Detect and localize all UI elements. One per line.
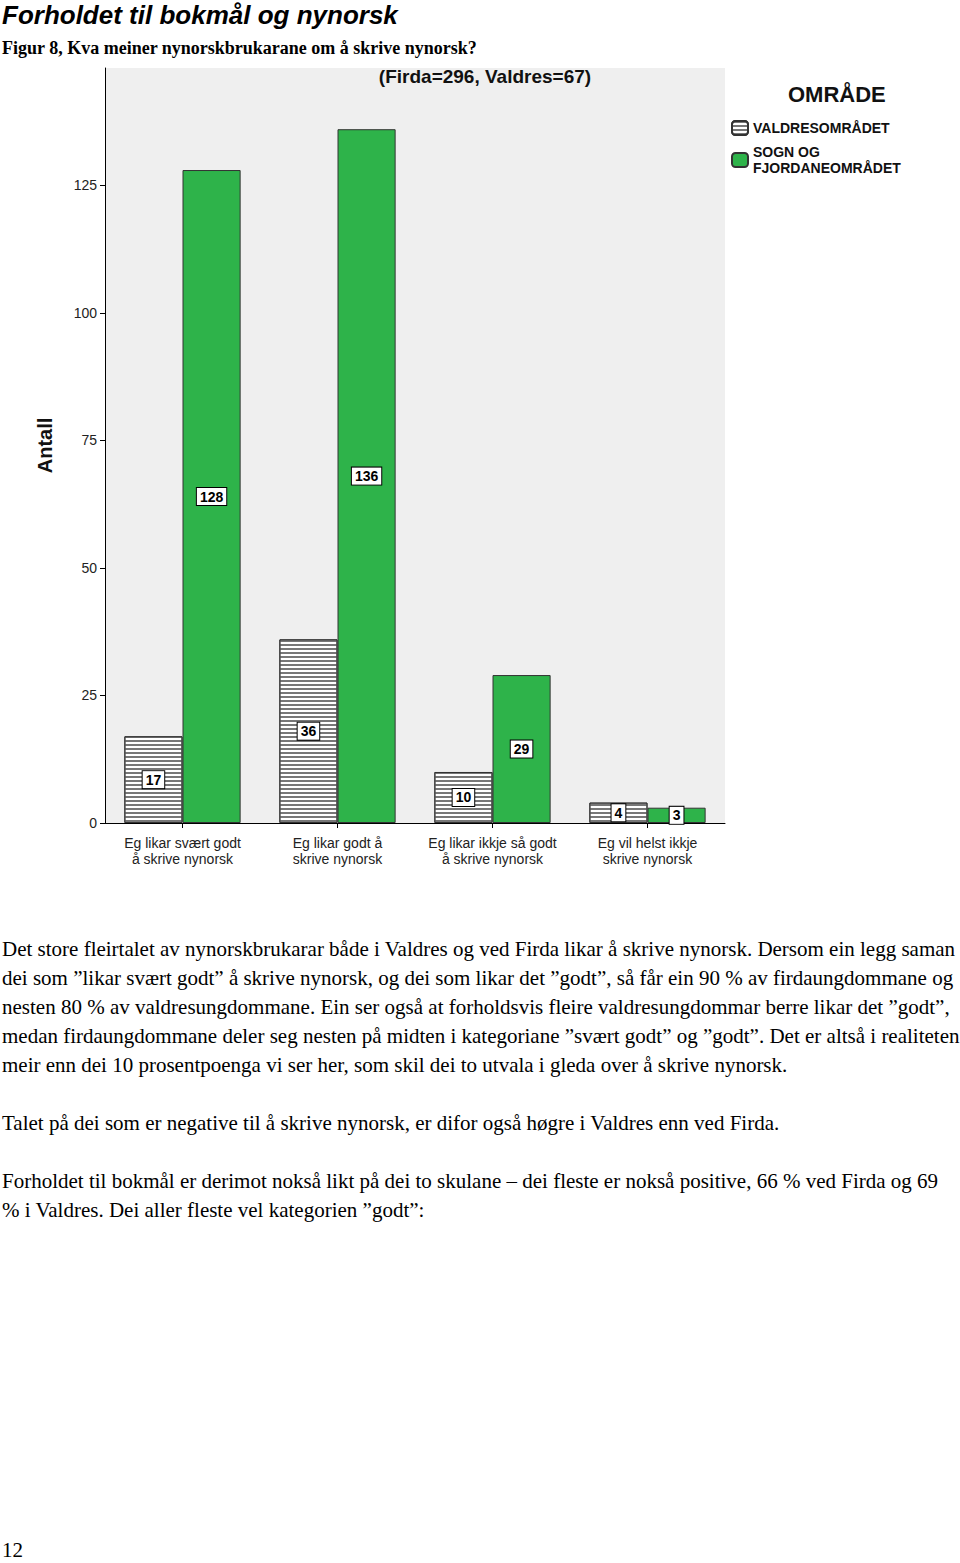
html-text:12: 12 — [2, 1538, 23, 1562]
svg-text:29: 29 — [514, 741, 530, 757]
svg-text:4: 4 — [615, 805, 623, 821]
html-text:Forholdet til bokmål er derimo: Forholdet til bokmål er derimot nokså li… — [2, 1169, 939, 1222]
html-text:Det store fleirtalet av nynors: Det store fleirtalet av nynorskbrukarar … — [2, 937, 960, 1077]
svg-text:Eg likar svært godt: Eg likar svært godt — [124, 835, 241, 851]
svg-text:17: 17 — [146, 772, 162, 788]
svg-text:å skrive nynorsk: å skrive nynorsk — [442, 851, 544, 867]
svg-text:Eg likar ikkje så godt: Eg likar ikkje så godt — [428, 835, 557, 851]
svg-text:25: 25 — [81, 687, 97, 703]
svg-text:skrive nynorsk: skrive nynorsk — [293, 851, 383, 867]
svg-text:3: 3 — [673, 807, 681, 823]
svg-text:SOGN OG: SOGN OG — [753, 144, 820, 160]
svg-text:OMRÅDE: OMRÅDE — [788, 81, 886, 107]
svg-text:0: 0 — [89, 815, 97, 831]
svg-text:10: 10 — [456, 789, 472, 805]
svg-text:128: 128 — [200, 489, 224, 505]
svg-text:(Firda=296, Valdres=67): (Firda=296, Valdres=67) — [379, 66, 591, 87]
svg-text:Eg vil helst ikkje: Eg vil helst ikkje — [598, 835, 698, 851]
svg-text:36: 36 — [301, 723, 317, 739]
svg-text:Eg likar godt å: Eg likar godt å — [293, 835, 383, 851]
html-text:Talet på dei som er negative t: Talet på dei som er negative til å skriv… — [2, 1111, 780, 1135]
svg-text:136: 136 — [355, 468, 379, 484]
svg-text:100: 100 — [74, 305, 98, 321]
svg-text:125: 125 — [74, 177, 98, 193]
svg-text:50: 50 — [81, 560, 97, 576]
html-text:Figur 8, Kva meiner nynorskbru: Figur 8, Kva meiner nynorskbrukarane om … — [2, 38, 477, 58]
html-text:Forholdet til bokmål og nynors: Forholdet til bokmål og nynorsk — [2, 0, 398, 30]
svg-text:skrive nynorsk: skrive nynorsk — [603, 851, 693, 867]
svg-text:FJORDANEOMRÅDET: FJORDANEOMRÅDET — [753, 160, 901, 176]
svg-text:Antall: Antall — [34, 418, 56, 474]
svg-text:å skrive nynorsk: å skrive nynorsk — [132, 851, 234, 867]
svg-text:VALDRESOMRÅDET: VALDRESOMRÅDET — [753, 120, 890, 136]
svg-text:75: 75 — [81, 432, 97, 448]
